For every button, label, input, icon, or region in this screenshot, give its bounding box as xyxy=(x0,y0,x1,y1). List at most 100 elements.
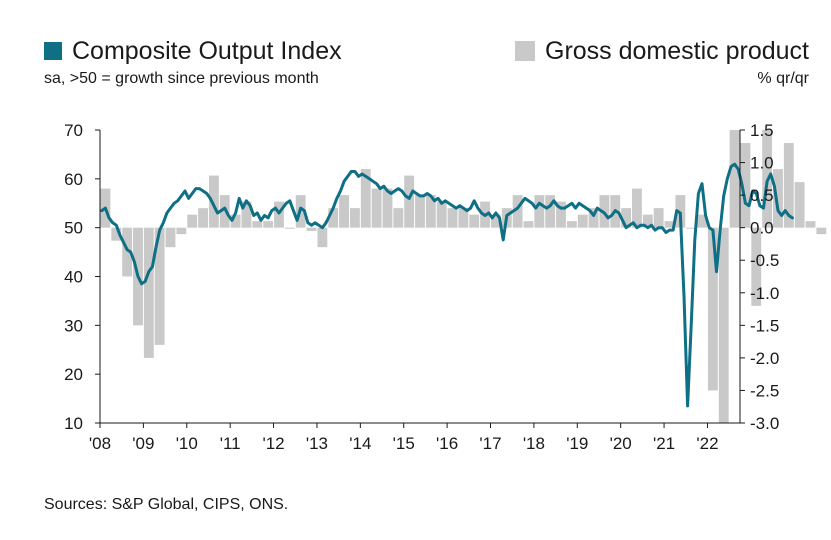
gdp-bar xyxy=(436,201,447,228)
gdp-bar xyxy=(317,227,328,248)
gdp-bar xyxy=(111,227,122,241)
gdp-bar xyxy=(577,214,588,228)
x-tick-label: '15 xyxy=(393,434,415,453)
gdp-bar xyxy=(805,221,816,228)
x-tick-label: '22 xyxy=(696,434,718,453)
gdp-bar xyxy=(122,227,133,277)
gdp-bar xyxy=(653,208,664,228)
legend-composite-label: Composite Output Index xyxy=(72,37,342,65)
gdp-bars xyxy=(100,130,827,423)
x-tick-label: '19 xyxy=(566,434,588,453)
gdp-bar xyxy=(447,208,458,228)
x-tick-label: '08 xyxy=(89,434,111,453)
gdp-bar xyxy=(707,227,718,391)
tick-labels: 70 60 50 40 30 20 10 1.5 1.0 0.5 0.0 -0.5 -1.0 -1.5 -2… xyxy=(64,121,779,453)
legend-line-swatch xyxy=(44,42,62,60)
gdp-bar xyxy=(751,227,762,306)
gdp-bar xyxy=(252,221,263,228)
gdp-bar xyxy=(697,214,707,228)
legend-composite-note: sa, >50 = growth since previous month xyxy=(44,70,319,87)
gdp-bar xyxy=(339,195,349,228)
gdp-bar xyxy=(393,208,404,228)
gdp-bar xyxy=(198,208,208,228)
gdp-bar xyxy=(284,227,295,229)
left-tick-label: 60 xyxy=(64,170,83,189)
legend-gdp: Gross domestic product % qr/qr xyxy=(515,36,809,88)
gdp-bar xyxy=(263,221,274,228)
left-tick-label: 10 xyxy=(64,414,83,433)
gdp-bar xyxy=(512,195,523,228)
gdp-bar xyxy=(165,227,176,248)
gdp-bar xyxy=(523,221,534,228)
right-tick-label: 1.0 xyxy=(750,154,774,173)
right-tick-label: -1.5 xyxy=(750,316,779,335)
gdp-bar xyxy=(274,201,284,228)
gdp-bar xyxy=(306,227,317,231)
x-tick-label: '16 xyxy=(436,434,458,453)
x-tick-label: '11 xyxy=(220,434,241,453)
gdp-bar xyxy=(382,188,393,228)
gdp-bar xyxy=(642,214,653,228)
legend-gdp-label: Gross domestic product xyxy=(545,37,809,65)
x-tick-label: '09 xyxy=(132,434,154,453)
right-tick-label: -0.5 xyxy=(750,251,779,270)
gdp-bar xyxy=(588,208,599,228)
gdp-bar xyxy=(404,175,415,228)
gdp-bar xyxy=(794,182,805,228)
gdp-bar xyxy=(816,227,827,235)
gdp-bar xyxy=(208,175,219,228)
gdp-bar xyxy=(458,208,469,228)
x-tick-label: '13 xyxy=(306,434,328,453)
gdp-bar xyxy=(773,169,783,228)
gdp-bar xyxy=(230,214,241,228)
pmi-series-line xyxy=(100,162,794,408)
gdp-bar xyxy=(632,188,642,228)
gdp-bar xyxy=(328,208,339,228)
gdp-bar xyxy=(545,195,556,228)
right-tick-label: 0.0 xyxy=(750,219,774,238)
source-note: Sources: S&P Global, CIPS, ONS. xyxy=(44,496,289,513)
x-tick-label: '12 xyxy=(262,434,284,453)
gdp-bar xyxy=(783,143,794,228)
legend-gdp-note: % qr/qr xyxy=(757,70,809,87)
left-tick-label: 50 xyxy=(64,219,83,238)
left-tick-label: 20 xyxy=(64,365,83,384)
gdp-bar xyxy=(729,130,740,228)
gdp-bar xyxy=(469,214,480,228)
left-tick-label: 30 xyxy=(64,316,83,335)
right-tick-label: 0.5 xyxy=(750,186,774,205)
left-tick-label: 40 xyxy=(64,268,83,287)
x-tick-label: '14 xyxy=(349,434,371,453)
right-tick-label: -2.5 xyxy=(750,381,779,400)
gdp-bar xyxy=(686,227,697,229)
left-tick-label: 70 xyxy=(64,121,83,140)
gdp-bar xyxy=(534,195,545,228)
gdp-bar xyxy=(664,221,675,228)
gdp-bar xyxy=(371,188,382,228)
gdp-bar xyxy=(360,169,371,228)
gdp-bar xyxy=(718,227,729,423)
right-tick-label: -3.0 xyxy=(750,414,779,433)
x-tick-label: '21 xyxy=(653,434,675,453)
gdp-bar xyxy=(187,214,198,228)
gdp-bar xyxy=(241,201,252,228)
gdp-bar xyxy=(556,201,566,228)
pmi-line xyxy=(100,162,794,408)
gdp-bar xyxy=(621,208,632,228)
gdp-bar xyxy=(415,195,425,228)
gdp-bar xyxy=(154,227,165,345)
gdp-bar xyxy=(176,227,187,235)
gdp-bar xyxy=(491,214,501,228)
x-tick-label: '20 xyxy=(610,434,632,453)
legend-bar-swatch xyxy=(515,41,535,61)
x-tick-label: '10 xyxy=(176,434,198,453)
gdp-bar xyxy=(349,208,360,228)
gdp-bar xyxy=(143,227,154,358)
gdp-bar xyxy=(425,195,436,228)
gdp-bar xyxy=(566,221,577,228)
x-tick-label: '18 xyxy=(523,434,545,453)
x-tick-label: '17 xyxy=(479,434,501,453)
axes xyxy=(95,129,745,428)
right-tick-label: 1.5 xyxy=(750,121,774,140)
